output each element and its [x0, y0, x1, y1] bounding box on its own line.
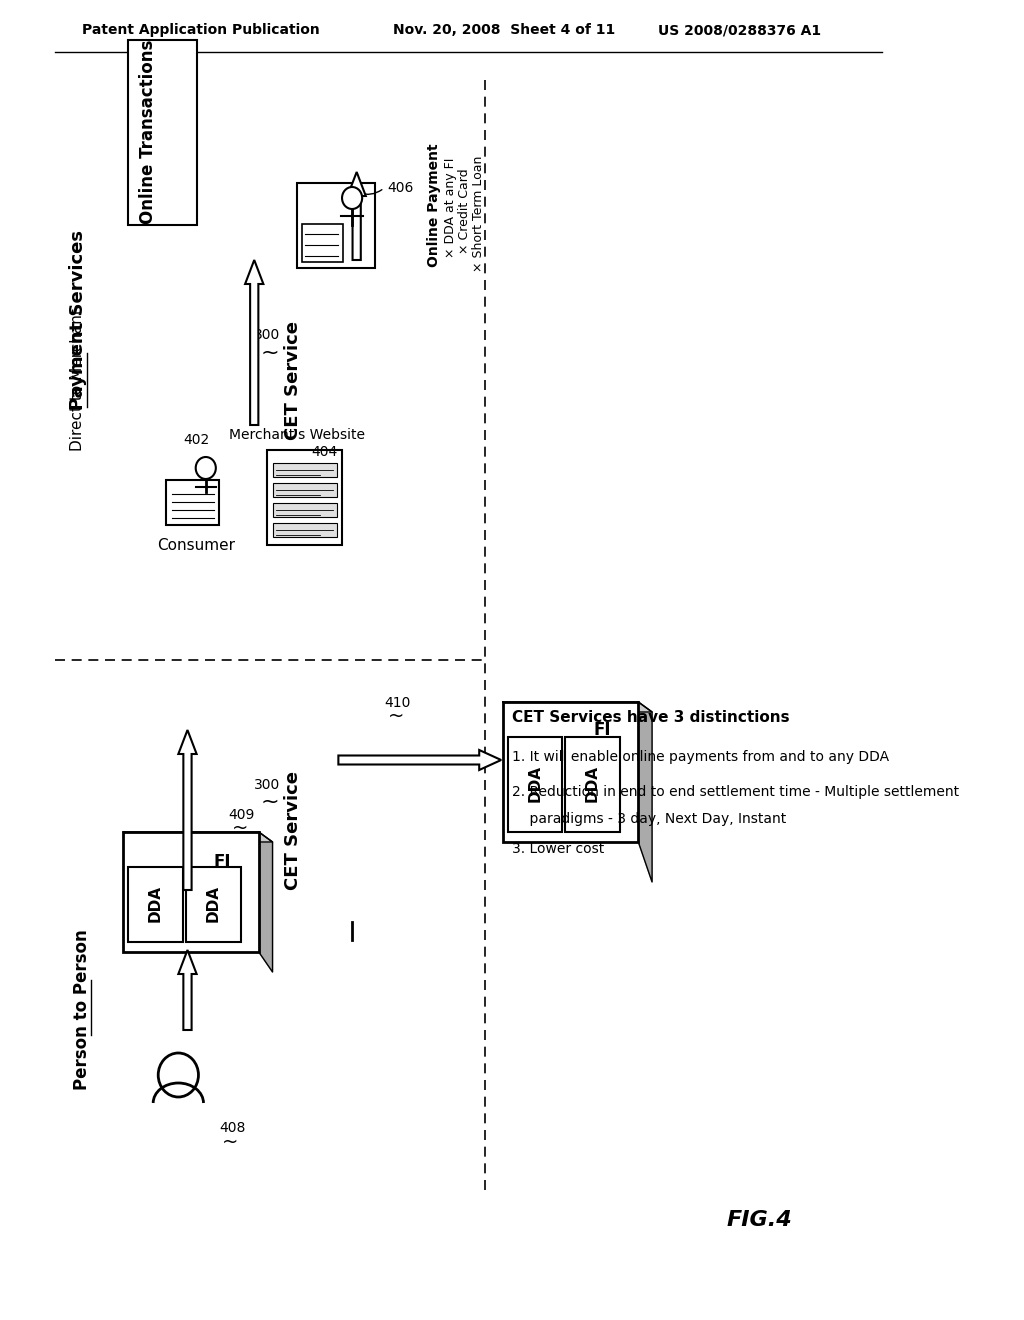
Bar — [297, 183, 375, 268]
Text: DDA: DDA — [148, 886, 163, 923]
Bar — [185, 867, 241, 942]
Text: 404: 404 — [311, 445, 337, 459]
Text: FI: FI — [213, 853, 231, 871]
Text: 3. Lower cost: 3. Lower cost — [512, 842, 604, 855]
Text: paradigms - 3 day, Next Day, Instant: paradigms - 3 day, Next Day, Instant — [512, 812, 786, 826]
Text: Online Transactions: Online Transactions — [139, 40, 157, 224]
Text: ~: ~ — [388, 706, 404, 726]
Bar — [272, 503, 337, 517]
Bar — [267, 450, 342, 545]
Circle shape — [342, 187, 362, 209]
Text: Online Payment: Online Payment — [427, 143, 441, 267]
Text: 300: 300 — [254, 777, 281, 792]
Polygon shape — [638, 702, 652, 882]
Circle shape — [159, 1053, 199, 1097]
Bar — [128, 867, 183, 942]
Text: Patent Application Publication: Patent Application Publication — [82, 22, 321, 37]
Bar — [272, 483, 337, 498]
Text: 406: 406 — [387, 181, 414, 195]
Polygon shape — [124, 832, 272, 842]
Text: Nov. 20, 2008  Sheet 4 of 11: Nov. 20, 2008 Sheet 4 of 11 — [393, 22, 615, 37]
Bar — [508, 737, 562, 832]
Text: Payment Services: Payment Services — [69, 230, 87, 411]
Text: Person to Person: Person to Person — [74, 929, 91, 1090]
Bar — [302, 224, 343, 261]
Text: CET Services have 3 distinctions: CET Services have 3 distinctions — [512, 710, 790, 725]
Text: ~: ~ — [260, 792, 280, 812]
Polygon shape — [259, 832, 272, 972]
Text: ~: ~ — [232, 818, 249, 837]
Text: FI: FI — [593, 721, 610, 739]
Bar — [167, 480, 219, 525]
Text: ~: ~ — [260, 343, 280, 363]
Text: DDA: DDA — [527, 766, 543, 803]
Text: ~: ~ — [222, 1133, 239, 1151]
Text: 2. Reduction in end to end settlement time - Multiple settlement: 2. Reduction in end to end settlement ti… — [512, 785, 959, 799]
Circle shape — [196, 457, 216, 479]
Text: FIG.4: FIG.4 — [726, 1210, 792, 1230]
Polygon shape — [178, 950, 197, 1030]
Text: 409: 409 — [228, 808, 255, 822]
Polygon shape — [338, 750, 501, 770]
Text: 1. It will enable online payments from and to any DDA: 1. It will enable online payments from a… — [512, 750, 889, 764]
Text: × Short Term Loan: × Short Term Loan — [472, 156, 484, 272]
Polygon shape — [178, 730, 197, 890]
Text: US 2008/0288376 A1: US 2008/0288376 A1 — [658, 22, 821, 37]
Bar — [124, 832, 259, 952]
Polygon shape — [503, 702, 652, 711]
Text: 408: 408 — [219, 1121, 246, 1135]
Text: CET Service: CET Service — [284, 771, 302, 890]
Text: Direct to Merchant: Direct to Merchant — [71, 309, 85, 451]
Text: DDA: DDA — [585, 766, 600, 803]
Bar — [128, 40, 197, 224]
Text: 410: 410 — [384, 696, 411, 710]
Text: Consumer: Consumer — [158, 537, 236, 553]
Text: DDA: DDA — [206, 886, 220, 923]
Text: CET Service: CET Service — [284, 321, 302, 440]
Polygon shape — [245, 260, 263, 425]
Bar — [272, 523, 337, 537]
Text: 402: 402 — [183, 433, 210, 447]
Polygon shape — [347, 172, 366, 260]
Text: 300: 300 — [254, 327, 281, 342]
Bar — [272, 463, 337, 477]
Text: × Credit Card: × Credit Card — [458, 168, 471, 253]
Bar — [503, 702, 638, 842]
Bar — [565, 737, 621, 832]
Text: × DDA at any FI: × DDA at any FI — [444, 158, 458, 259]
Text: Merchant's Website: Merchant's Website — [229, 428, 366, 442]
